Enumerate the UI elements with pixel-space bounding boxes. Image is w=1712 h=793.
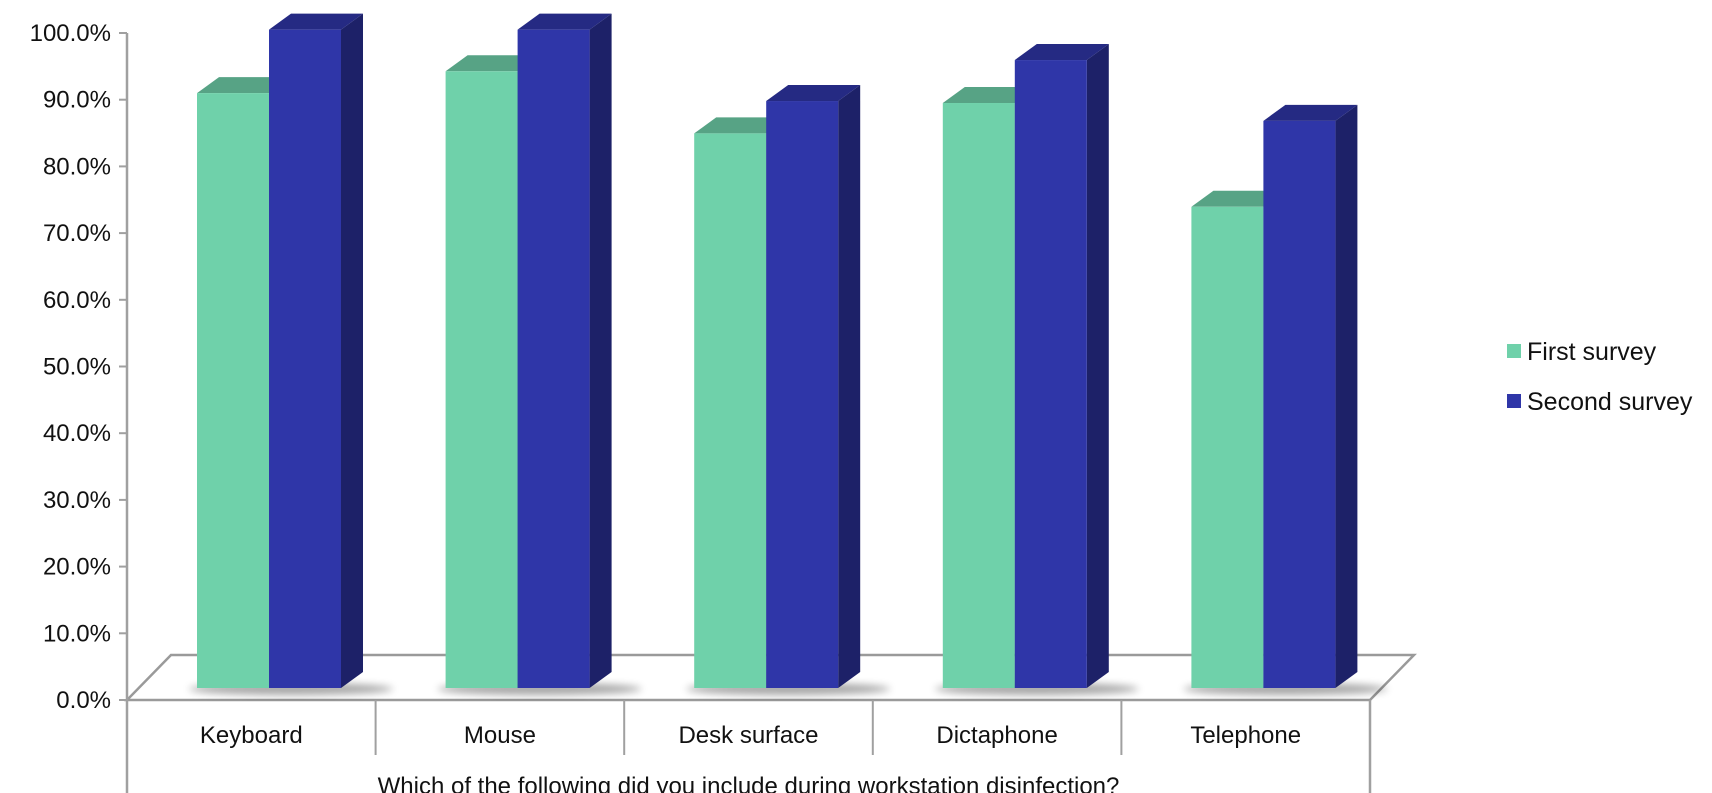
y-tick-label: 70.0% [43, 220, 111, 247]
bar-top-face [694, 117, 789, 134]
category-label: Telephone [1190, 722, 1301, 749]
legend-swatch [1507, 394, 1521, 408]
y-tick-label: 100.0% [30, 20, 111, 47]
bars [189, 13, 1388, 695]
bar-front-face [1191, 206, 1264, 689]
legend-label: First survey [1527, 338, 1657, 366]
bar-top-face [197, 77, 291, 94]
legend-swatch [1507, 344, 1521, 358]
bar-top-face [517, 13, 612, 30]
legend: First survey Second survey [1507, 338, 1693, 416]
bar-front-face [197, 93, 269, 689]
bar-top-face [1263, 104, 1358, 121]
y-tick-label: 20.0% [43, 554, 111, 581]
x-axis-title: Which of the following did you include d… [378, 773, 1120, 793]
bar-top-face [445, 55, 540, 72]
y-tick-label: 40.0% [43, 420, 111, 447]
labels: 0.0% 10.0% 20.0% 30.0% 40.0% 50.0% 60.0% 70.0% 8… [30, 20, 1301, 793]
bar-front-face [1014, 60, 1087, 689]
bar-front-face [445, 71, 518, 689]
bar-top-face [269, 13, 363, 30]
y-tick-label: 80.0% [43, 153, 111, 180]
bar-front-face [766, 101, 839, 689]
bar-front-face [942, 103, 1015, 688]
y-tick-label: 0.0% [56, 687, 111, 714]
bar-top-face [766, 85, 861, 102]
category-label: Mouse [464, 722, 536, 749]
bar-top-face [942, 87, 1037, 104]
bar-front-face [269, 29, 341, 689]
bar-front-face [1263, 120, 1336, 688]
bar-side-face [838, 85, 861, 689]
bar-front-face [517, 29, 590, 689]
bar-second-survey [517, 13, 612, 689]
bar-top-face [1191, 190, 1286, 207]
y-tick-label: 30.0% [43, 487, 111, 514]
bar-side-face [341, 13, 363, 689]
y-tick-label: 60.0% [43, 287, 111, 314]
category-label: Desk surface [678, 722, 818, 749]
bar-second-survey [766, 85, 861, 689]
bar-front-face [694, 133, 767, 688]
y-tick-label: 90.0% [43, 87, 111, 114]
bar-second-survey [1263, 104, 1358, 688]
category-label: Keyboard [200, 722, 303, 749]
bar-top-face [1014, 44, 1109, 61]
bar-side-face [1335, 104, 1358, 688]
bar-second-survey [269, 13, 363, 689]
category-label: Dictaphone [936, 722, 1057, 749]
bar-side-face [1086, 44, 1109, 689]
legend-label: Second survey [1527, 388, 1693, 416]
bar-side-face [589, 13, 612, 689]
y-tick-label: 50.0% [43, 354, 111, 381]
bar-second-survey [1014, 44, 1109, 689]
y-tick-label: 10.0% [43, 620, 111, 647]
